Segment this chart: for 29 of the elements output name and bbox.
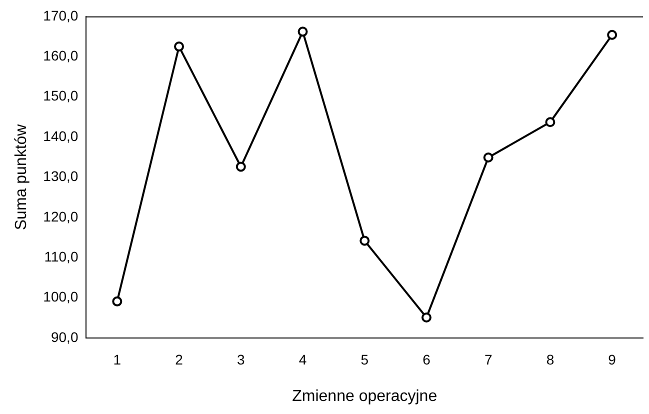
y-tick-label: 150,0 [43, 88, 78, 104]
point [112, 296, 122, 306]
point [360, 236, 370, 246]
y-tick-label: 160,0 [43, 47, 78, 64]
point [483, 152, 494, 162]
x-axis-title: Zmienne operacyjne [292, 388, 438, 405]
y-axis-title: Suma punktów [13, 124, 30, 230]
x-tick-label: 1 [113, 351, 122, 368]
x-tick-label: 7 [484, 351, 492, 368]
x-tick-label: 8 [546, 351, 554, 368]
x-tick-label: 5 [360, 351, 369, 368]
point [236, 162, 246, 172]
x-tick-label: 9 [608, 351, 616, 368]
point [298, 26, 308, 37]
y-tick-label: 90,0 [50, 328, 78, 345]
y-tick-label: 110,0 [44, 248, 78, 264]
point [174, 42, 184, 52]
y-tick-label: 170,0 [43, 7, 78, 24]
y-tick-label: 130,0 [43, 168, 78, 184]
x-tick-label: 2 [175, 351, 184, 368]
y-tick-label: 140,0 [43, 128, 78, 144]
x-tick-label: 6 [422, 351, 431, 368]
point [607, 30, 618, 40]
point [545, 117, 556, 128]
x-tick-label: 4 [298, 351, 307, 368]
y-tick-label: 100,0 [43, 288, 78, 305]
x-tick-label: 3 [236, 351, 245, 368]
y-tick-label: 120,0 [43, 208, 78, 224]
point [421, 312, 432, 322]
